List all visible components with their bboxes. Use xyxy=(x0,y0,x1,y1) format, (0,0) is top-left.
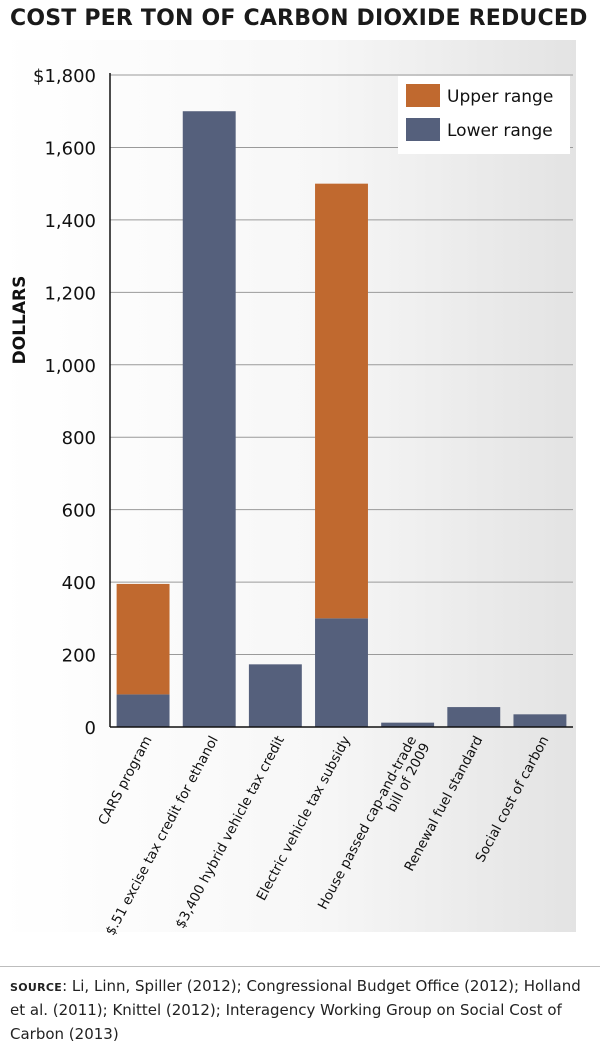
source-label: Source xyxy=(10,977,63,995)
y-tick-label: 600 xyxy=(62,501,96,522)
bar-lower-range xyxy=(248,664,302,727)
y-tick-label: 800 xyxy=(62,428,96,449)
y-tick-labels: $1,800 1,600 1,400 1,200 1,000 800 600 400 200 0 xyxy=(33,66,96,739)
bar-lower-range xyxy=(182,111,236,727)
bar-lower-range xyxy=(447,707,501,727)
legend-swatch xyxy=(406,84,440,107)
y-tick-label: 1,200 xyxy=(44,283,96,304)
chart-title: COST PER TON OF CARBON DIOXIDE REDUCED xyxy=(10,6,588,31)
y-tick-label: 200 xyxy=(62,646,96,667)
source-note: Source: Li, Linn, Spiller (2012); Congre… xyxy=(10,974,590,1046)
y-tick-label: 0 xyxy=(85,718,96,739)
bar-upper-range xyxy=(315,183,368,619)
bar-lower-range xyxy=(116,694,170,727)
bar-chart: $1,8001,6001,4001,2001,0008006004002000 … xyxy=(0,40,576,938)
legend-label: Upper range xyxy=(447,87,553,107)
bar-lower-range xyxy=(513,714,567,727)
y-tick-label: 1,600 xyxy=(44,138,96,159)
chart-background xyxy=(0,40,576,932)
bar-lower-range xyxy=(381,722,435,727)
y-tick-label: $1,800 xyxy=(33,66,96,87)
bar-upper-range xyxy=(116,583,170,695)
y-tick-label: 1,000 xyxy=(44,356,96,377)
y-tick-label: 1,400 xyxy=(44,211,96,232)
legend-label: Lower range xyxy=(447,121,553,141)
y-axis-label: DOLLARS xyxy=(10,276,30,365)
y-tick-label: 400 xyxy=(62,573,96,594)
axes xyxy=(109,73,573,728)
source-text: : Li, Linn, Spiller (2012); Congressiona… xyxy=(10,977,581,1043)
bar-lower-range xyxy=(315,618,368,727)
legend: Upper range Lower range xyxy=(398,76,570,154)
divider xyxy=(0,966,600,967)
bars xyxy=(116,111,567,727)
legend-swatch xyxy=(406,118,440,141)
